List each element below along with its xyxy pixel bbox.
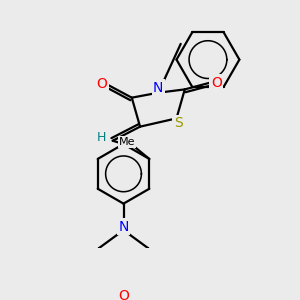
Text: Me: Me bbox=[119, 137, 135, 147]
Text: O: O bbox=[118, 290, 129, 300]
Text: S: S bbox=[174, 116, 182, 130]
Text: H: H bbox=[97, 131, 106, 144]
Text: N: N bbox=[153, 81, 164, 95]
Text: O: O bbox=[97, 76, 107, 91]
Text: N: N bbox=[118, 220, 129, 234]
Text: O: O bbox=[211, 76, 222, 90]
